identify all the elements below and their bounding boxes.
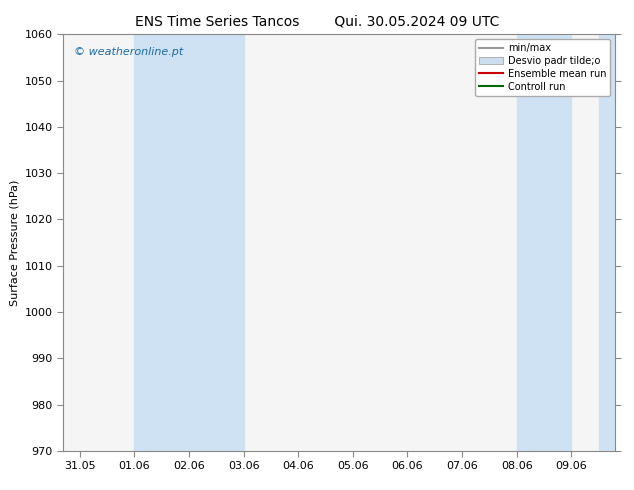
Y-axis label: Surface Pressure (hPa): Surface Pressure (hPa) xyxy=(10,179,19,306)
Legend: min/max, Desvio padr tilde;o, Ensemble mean run, Controll run: min/max, Desvio padr tilde;o, Ensemble m… xyxy=(475,39,610,96)
Bar xyxy=(517,34,571,451)
Text: © weatheronline.pt: © weatheronline.pt xyxy=(74,47,184,57)
Text: ENS Time Series Tancos        Qui. 30.05.2024 09 UTC: ENS Time Series Tancos Qui. 30.05.2024 0… xyxy=(135,15,499,29)
Bar xyxy=(134,34,243,451)
Bar xyxy=(598,34,626,451)
